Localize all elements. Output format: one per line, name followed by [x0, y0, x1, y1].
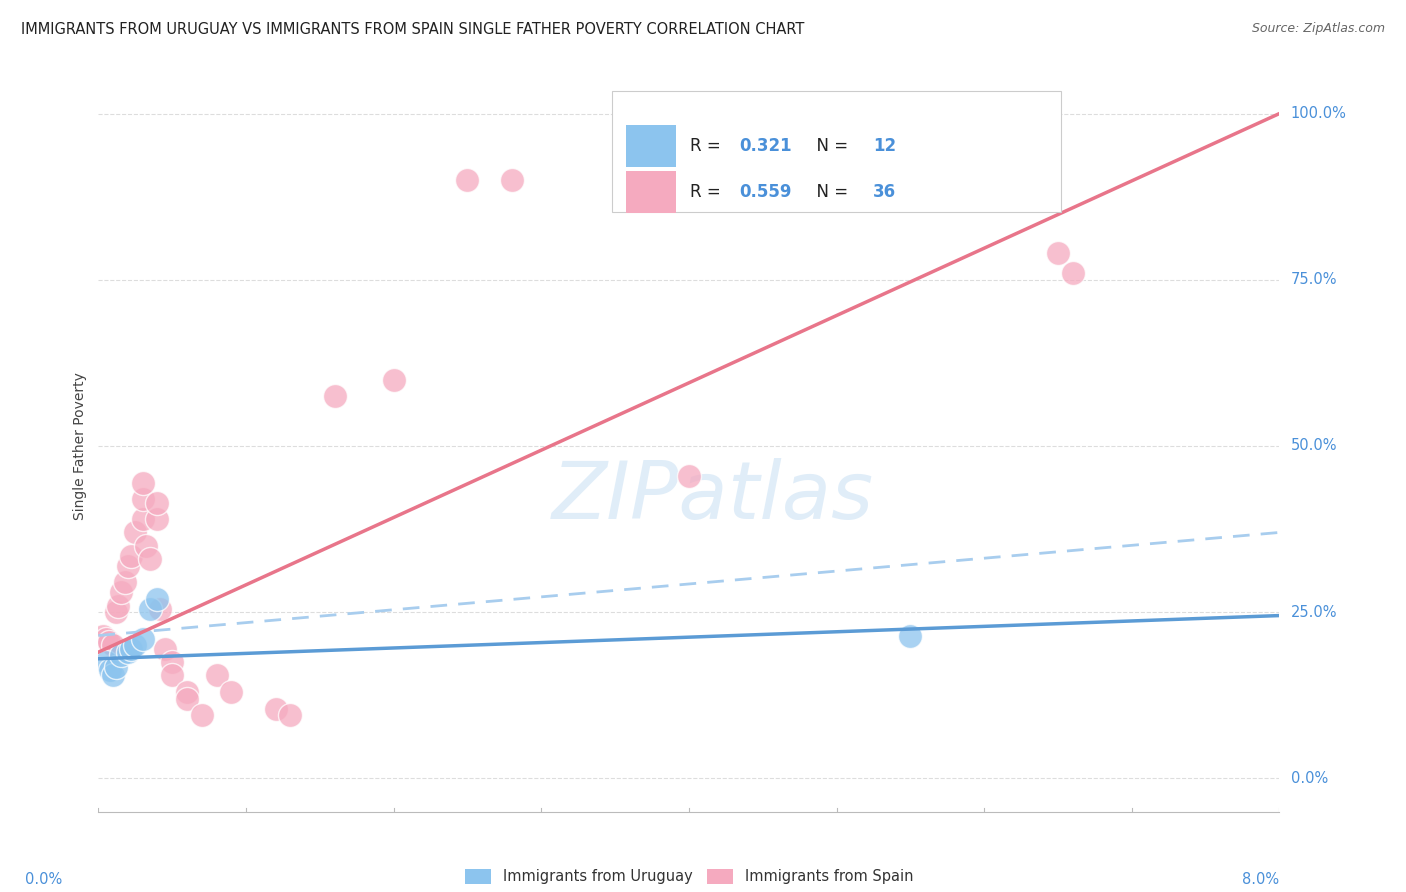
Text: 8.0%: 8.0% [1243, 871, 1279, 887]
Text: 0.0%: 0.0% [1291, 771, 1327, 786]
Point [135, 539, 157, 553]
Point [176, 691, 198, 706]
Point [678, 469, 700, 483]
Text: 12: 12 [873, 137, 896, 155]
Point [139, 552, 162, 566]
Text: R =: R = [690, 137, 725, 155]
Point [103, 639, 125, 653]
Point [146, 495, 169, 509]
FancyBboxPatch shape [612, 91, 1062, 212]
Text: 0.0%: 0.0% [25, 871, 62, 887]
Point [323, 389, 346, 403]
Point [162, 655, 183, 669]
Point [205, 668, 228, 682]
Point [191, 708, 214, 723]
Point [94, 655, 117, 669]
Text: IMMIGRANTS FROM URUGUAY VS IMMIGRANTS FROM SPAIN SINGLE FATHER POVERTY CORRELATI: IMMIGRANTS FROM URUGUAY VS IMMIGRANTS FR… [21, 22, 804, 37]
Text: 0.559: 0.559 [740, 183, 792, 202]
Point [221, 685, 243, 699]
Text: ZIPatlas: ZIPatlas [551, 458, 873, 536]
Point [120, 549, 142, 563]
Point [98, 663, 121, 677]
Point [139, 602, 162, 616]
FancyBboxPatch shape [626, 125, 676, 168]
Point [117, 645, 139, 659]
Point [264, 701, 287, 715]
FancyBboxPatch shape [626, 171, 676, 213]
Text: 50.0%: 50.0% [1291, 439, 1337, 453]
Point [132, 492, 155, 507]
Point [501, 173, 523, 187]
Point [132, 512, 155, 526]
Point [110, 585, 132, 599]
Point [124, 639, 146, 653]
Point [146, 512, 169, 526]
Point [117, 558, 139, 573]
Point [900, 628, 922, 642]
Point [103, 668, 125, 682]
Point [132, 475, 155, 490]
Point [124, 525, 146, 540]
Point [162, 668, 183, 682]
Text: 0.321: 0.321 [740, 137, 793, 155]
Text: 100.0%: 100.0% [1291, 106, 1347, 121]
Point [153, 641, 176, 656]
Point [149, 602, 172, 616]
Legend: Immigrants from Uruguay, Immigrants from Spain: Immigrants from Uruguay, Immigrants from… [460, 864, 918, 888]
Point [1062, 266, 1084, 280]
Point [176, 685, 198, 699]
Text: R =: R = [690, 183, 725, 202]
Y-axis label: Single Father Poverty: Single Father Poverty [73, 372, 87, 520]
Point [132, 632, 155, 646]
Point [114, 575, 136, 590]
Point [1046, 246, 1070, 260]
Point [457, 173, 479, 187]
Text: 25.0%: 25.0% [1291, 605, 1337, 620]
Point [105, 605, 128, 619]
Point [107, 599, 129, 613]
Point [91, 628, 114, 642]
Point [382, 372, 405, 386]
Text: 75.0%: 75.0% [1291, 272, 1337, 287]
Point [280, 708, 302, 723]
Point [120, 641, 142, 656]
Point [97, 635, 120, 649]
Point [105, 659, 128, 673]
Text: 36: 36 [873, 183, 896, 202]
Point [146, 591, 169, 606]
Point [110, 648, 132, 663]
Point [94, 632, 117, 646]
Text: Source: ZipAtlas.com: Source: ZipAtlas.com [1251, 22, 1385, 36]
Text: N =: N = [806, 137, 853, 155]
Text: N =: N = [806, 183, 853, 202]
